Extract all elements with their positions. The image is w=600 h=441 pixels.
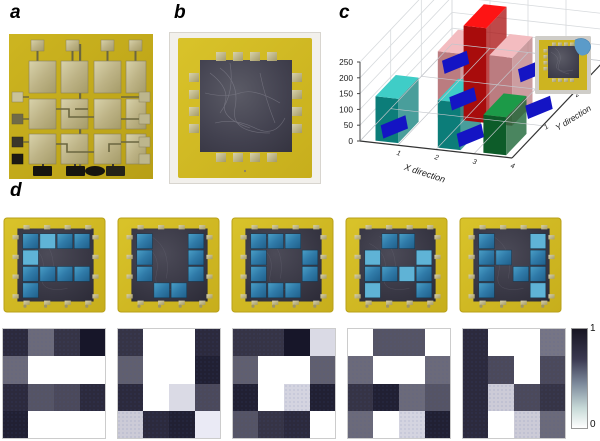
svg-text:150: 150: [339, 89, 353, 99]
svg-text:X direction: X direction: [402, 162, 446, 185]
svg-text:2: 2: [433, 154, 440, 162]
svg-text:1: 1: [396, 150, 402, 158]
svg-text:100: 100: [339, 104, 353, 114]
svg-text:3: 3: [472, 158, 478, 166]
svg-text:1: 1: [543, 123, 550, 131]
svg-text:4: 4: [510, 163, 516, 171]
svg-text:0: 0: [348, 136, 353, 146]
svg-text:250: 250: [339, 57, 353, 67]
svg-text:200: 200: [339, 73, 353, 83]
svg-text:50: 50: [344, 120, 354, 130]
